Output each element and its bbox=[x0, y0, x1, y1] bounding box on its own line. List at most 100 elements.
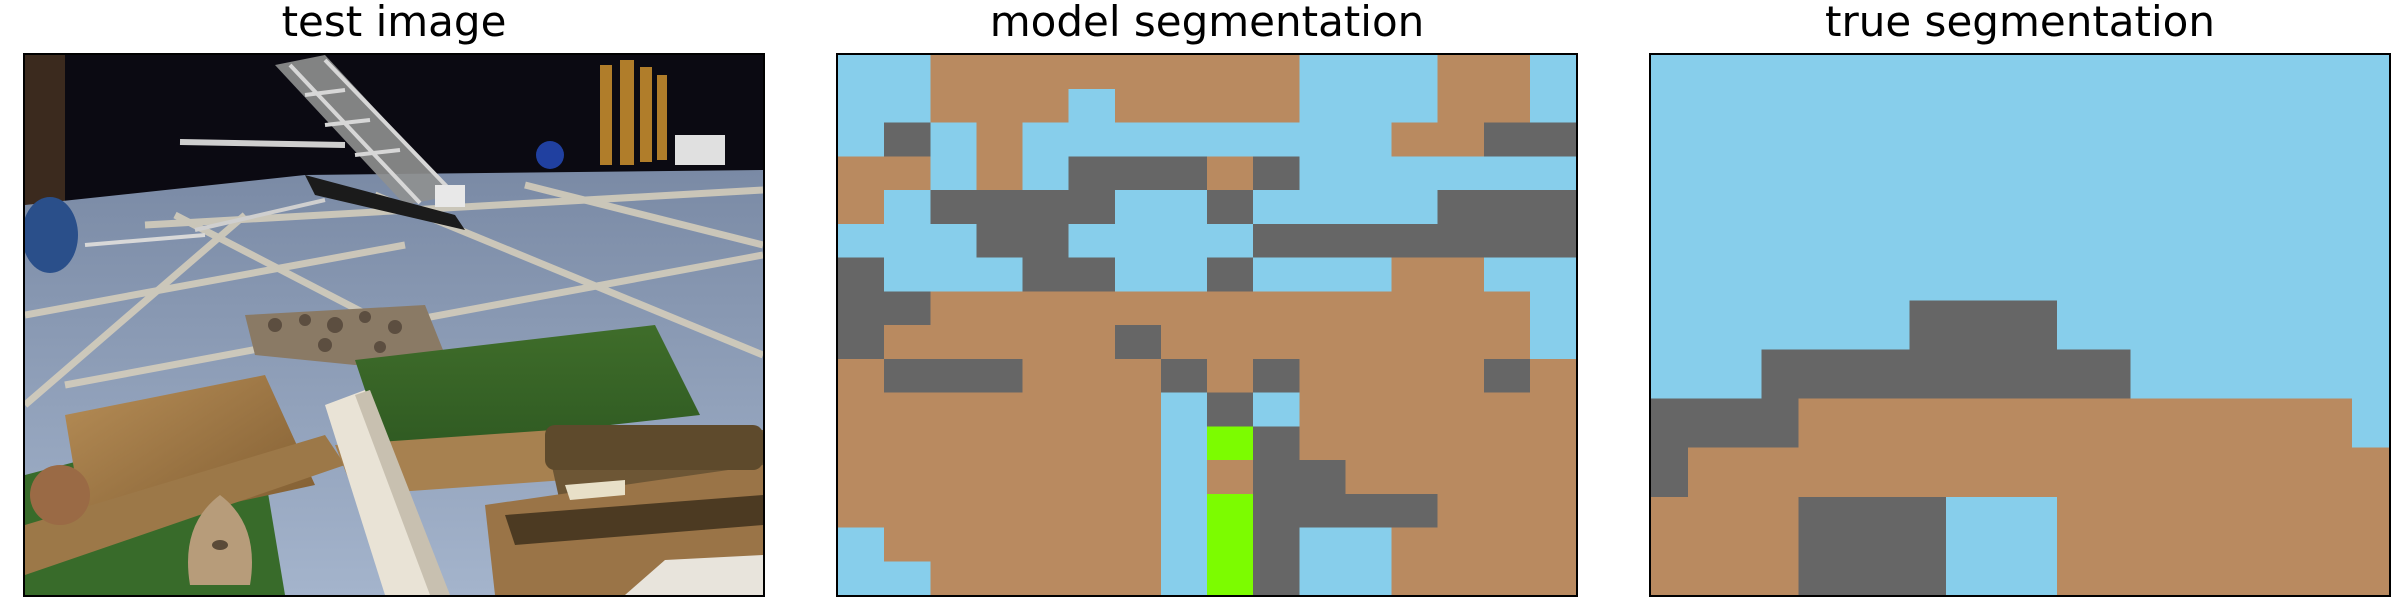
true-cell-sky bbox=[1835, 300, 1873, 351]
model-cell-ground bbox=[1022, 527, 1070, 562]
model-cell-ground bbox=[1068, 493, 1116, 529]
true-cell-sky bbox=[2130, 202, 2169, 252]
model-cell-object bbox=[1253, 358, 1300, 394]
model-cell-ground bbox=[930, 88, 977, 124]
model-cell-ground bbox=[1391, 426, 1439, 461]
true-cell-ground bbox=[1983, 447, 2021, 498]
true-cell-sky bbox=[1909, 153, 1947, 203]
model-cell-sky bbox=[1391, 190, 1439, 225]
true-cell-sky bbox=[2241, 202, 2279, 252]
true-cell-object bbox=[1687, 398, 1726, 449]
true-cell-ground bbox=[1687, 496, 1726, 547]
true-cell-ground bbox=[2352, 545, 2389, 595]
model-cell-ground bbox=[1160, 291, 1208, 326]
model-cell-ground bbox=[1529, 561, 1576, 595]
model-cell-ground bbox=[976, 527, 1024, 562]
true-cell-ground bbox=[1651, 545, 1689, 595]
model-cell-ground bbox=[1114, 527, 1162, 562]
model-cell-ground bbox=[1437, 325, 1485, 360]
model-cell-object bbox=[1022, 257, 1070, 292]
model-cell-object bbox=[1345, 493, 1393, 529]
true-cell-ground bbox=[1872, 398, 1910, 449]
model-cell-ground bbox=[1114, 493, 1162, 529]
model-cell-sky bbox=[884, 88, 931, 124]
model-cell-object bbox=[1253, 527, 1300, 562]
model-cell-ground bbox=[884, 426, 931, 461]
model-cell-ground bbox=[1483, 291, 1531, 326]
true-cell-ground bbox=[2130, 447, 2169, 498]
true-cell-sky bbox=[1872, 251, 1910, 302]
model-cell-ground bbox=[1391, 358, 1439, 394]
model-cell-sky bbox=[1299, 527, 1346, 562]
model-cell-ground bbox=[1207, 55, 1254, 90]
model-cell-sky bbox=[1345, 190, 1393, 225]
model-cell-ground bbox=[1391, 527, 1439, 562]
model-cell-ground bbox=[1437, 55, 1485, 90]
model-cell-sky bbox=[1114, 122, 1162, 157]
true-cell-sky bbox=[2020, 153, 2058, 203]
true-cell-sky bbox=[1798, 251, 1837, 302]
model-cell-sky bbox=[1345, 156, 1393, 191]
true-cell-sky bbox=[1946, 55, 1984, 105]
model-cell-ground bbox=[1022, 392, 1070, 427]
model-cell-ground bbox=[1022, 358, 1070, 394]
true-cell-object bbox=[2020, 300, 2058, 351]
model-cell-ground bbox=[884, 527, 931, 562]
model-cell-ground bbox=[1345, 426, 1393, 461]
true-cell-object bbox=[2056, 349, 2095, 400]
true-cell-sky bbox=[1724, 153, 1763, 203]
model-cell-ground bbox=[1529, 460, 1576, 495]
model-cell-sky bbox=[1391, 88, 1439, 124]
true-cell-sky bbox=[2020, 545, 2058, 595]
true-cell-sky bbox=[1651, 349, 1689, 400]
true-cell-sky bbox=[1687, 104, 1726, 154]
model-cell-ground bbox=[1160, 325, 1208, 360]
model-cell-object bbox=[1253, 460, 1300, 495]
true-segmentation-panel: true segmentation bbox=[1649, 0, 2391, 600]
true-cell-sky bbox=[2278, 251, 2316, 302]
model-cell-sky bbox=[1207, 223, 1254, 259]
true-cell-ground bbox=[2241, 398, 2279, 449]
model-cell-ground bbox=[1022, 55, 1070, 90]
true-cell-sky bbox=[1983, 55, 2021, 105]
model-cell-ground bbox=[1529, 527, 1576, 562]
model-cell-object bbox=[884, 358, 931, 394]
model-cell-object bbox=[1299, 223, 1346, 259]
model-cell-ground bbox=[930, 325, 977, 360]
true-cell-ground bbox=[2241, 447, 2279, 498]
true-cell-ground bbox=[2315, 496, 2353, 547]
true-cell-ground bbox=[2056, 496, 2095, 547]
true-cell-sky bbox=[2315, 300, 2353, 351]
model-cell-object bbox=[1253, 223, 1300, 259]
true-cell-sky bbox=[2352, 300, 2389, 351]
true-cell-sky bbox=[1983, 496, 2021, 547]
true-cell-sky bbox=[2093, 104, 2132, 154]
model-cell-ground bbox=[976, 460, 1024, 495]
true-cell-sky bbox=[2278, 349, 2316, 400]
model-cell-ground bbox=[1299, 426, 1346, 461]
model-cell-object bbox=[1299, 460, 1346, 495]
model-cell-ground bbox=[1483, 325, 1531, 360]
true-cell-object bbox=[2093, 349, 2132, 400]
model-cell-sky bbox=[1483, 257, 1531, 292]
true-cell-sky bbox=[2352, 202, 2389, 252]
true-cell-sky bbox=[1724, 251, 1763, 302]
model-cell-object bbox=[930, 358, 977, 394]
true-cell-object bbox=[1798, 545, 1837, 595]
model-cell-ground bbox=[976, 55, 1024, 90]
model-cell-sky bbox=[1345, 55, 1393, 90]
true-cell-ground bbox=[1798, 398, 1837, 449]
true-cell-sky bbox=[2167, 202, 2206, 252]
test-image-frame bbox=[23, 53, 765, 597]
true-cell-sky bbox=[2352, 55, 2389, 105]
model-cell-sky bbox=[838, 223, 885, 259]
model-cell-sky bbox=[1068, 88, 1116, 124]
true-cell-sky bbox=[1946, 496, 1984, 547]
true-cell-object bbox=[1872, 545, 1910, 595]
model-cell-ground bbox=[1022, 426, 1070, 461]
model-cell-sky bbox=[1160, 426, 1208, 461]
model-cell-sky bbox=[930, 122, 977, 157]
true-cell-sky bbox=[2241, 349, 2279, 400]
true-cell-sky bbox=[2167, 349, 2206, 400]
true-cell-sky bbox=[2352, 398, 2389, 449]
